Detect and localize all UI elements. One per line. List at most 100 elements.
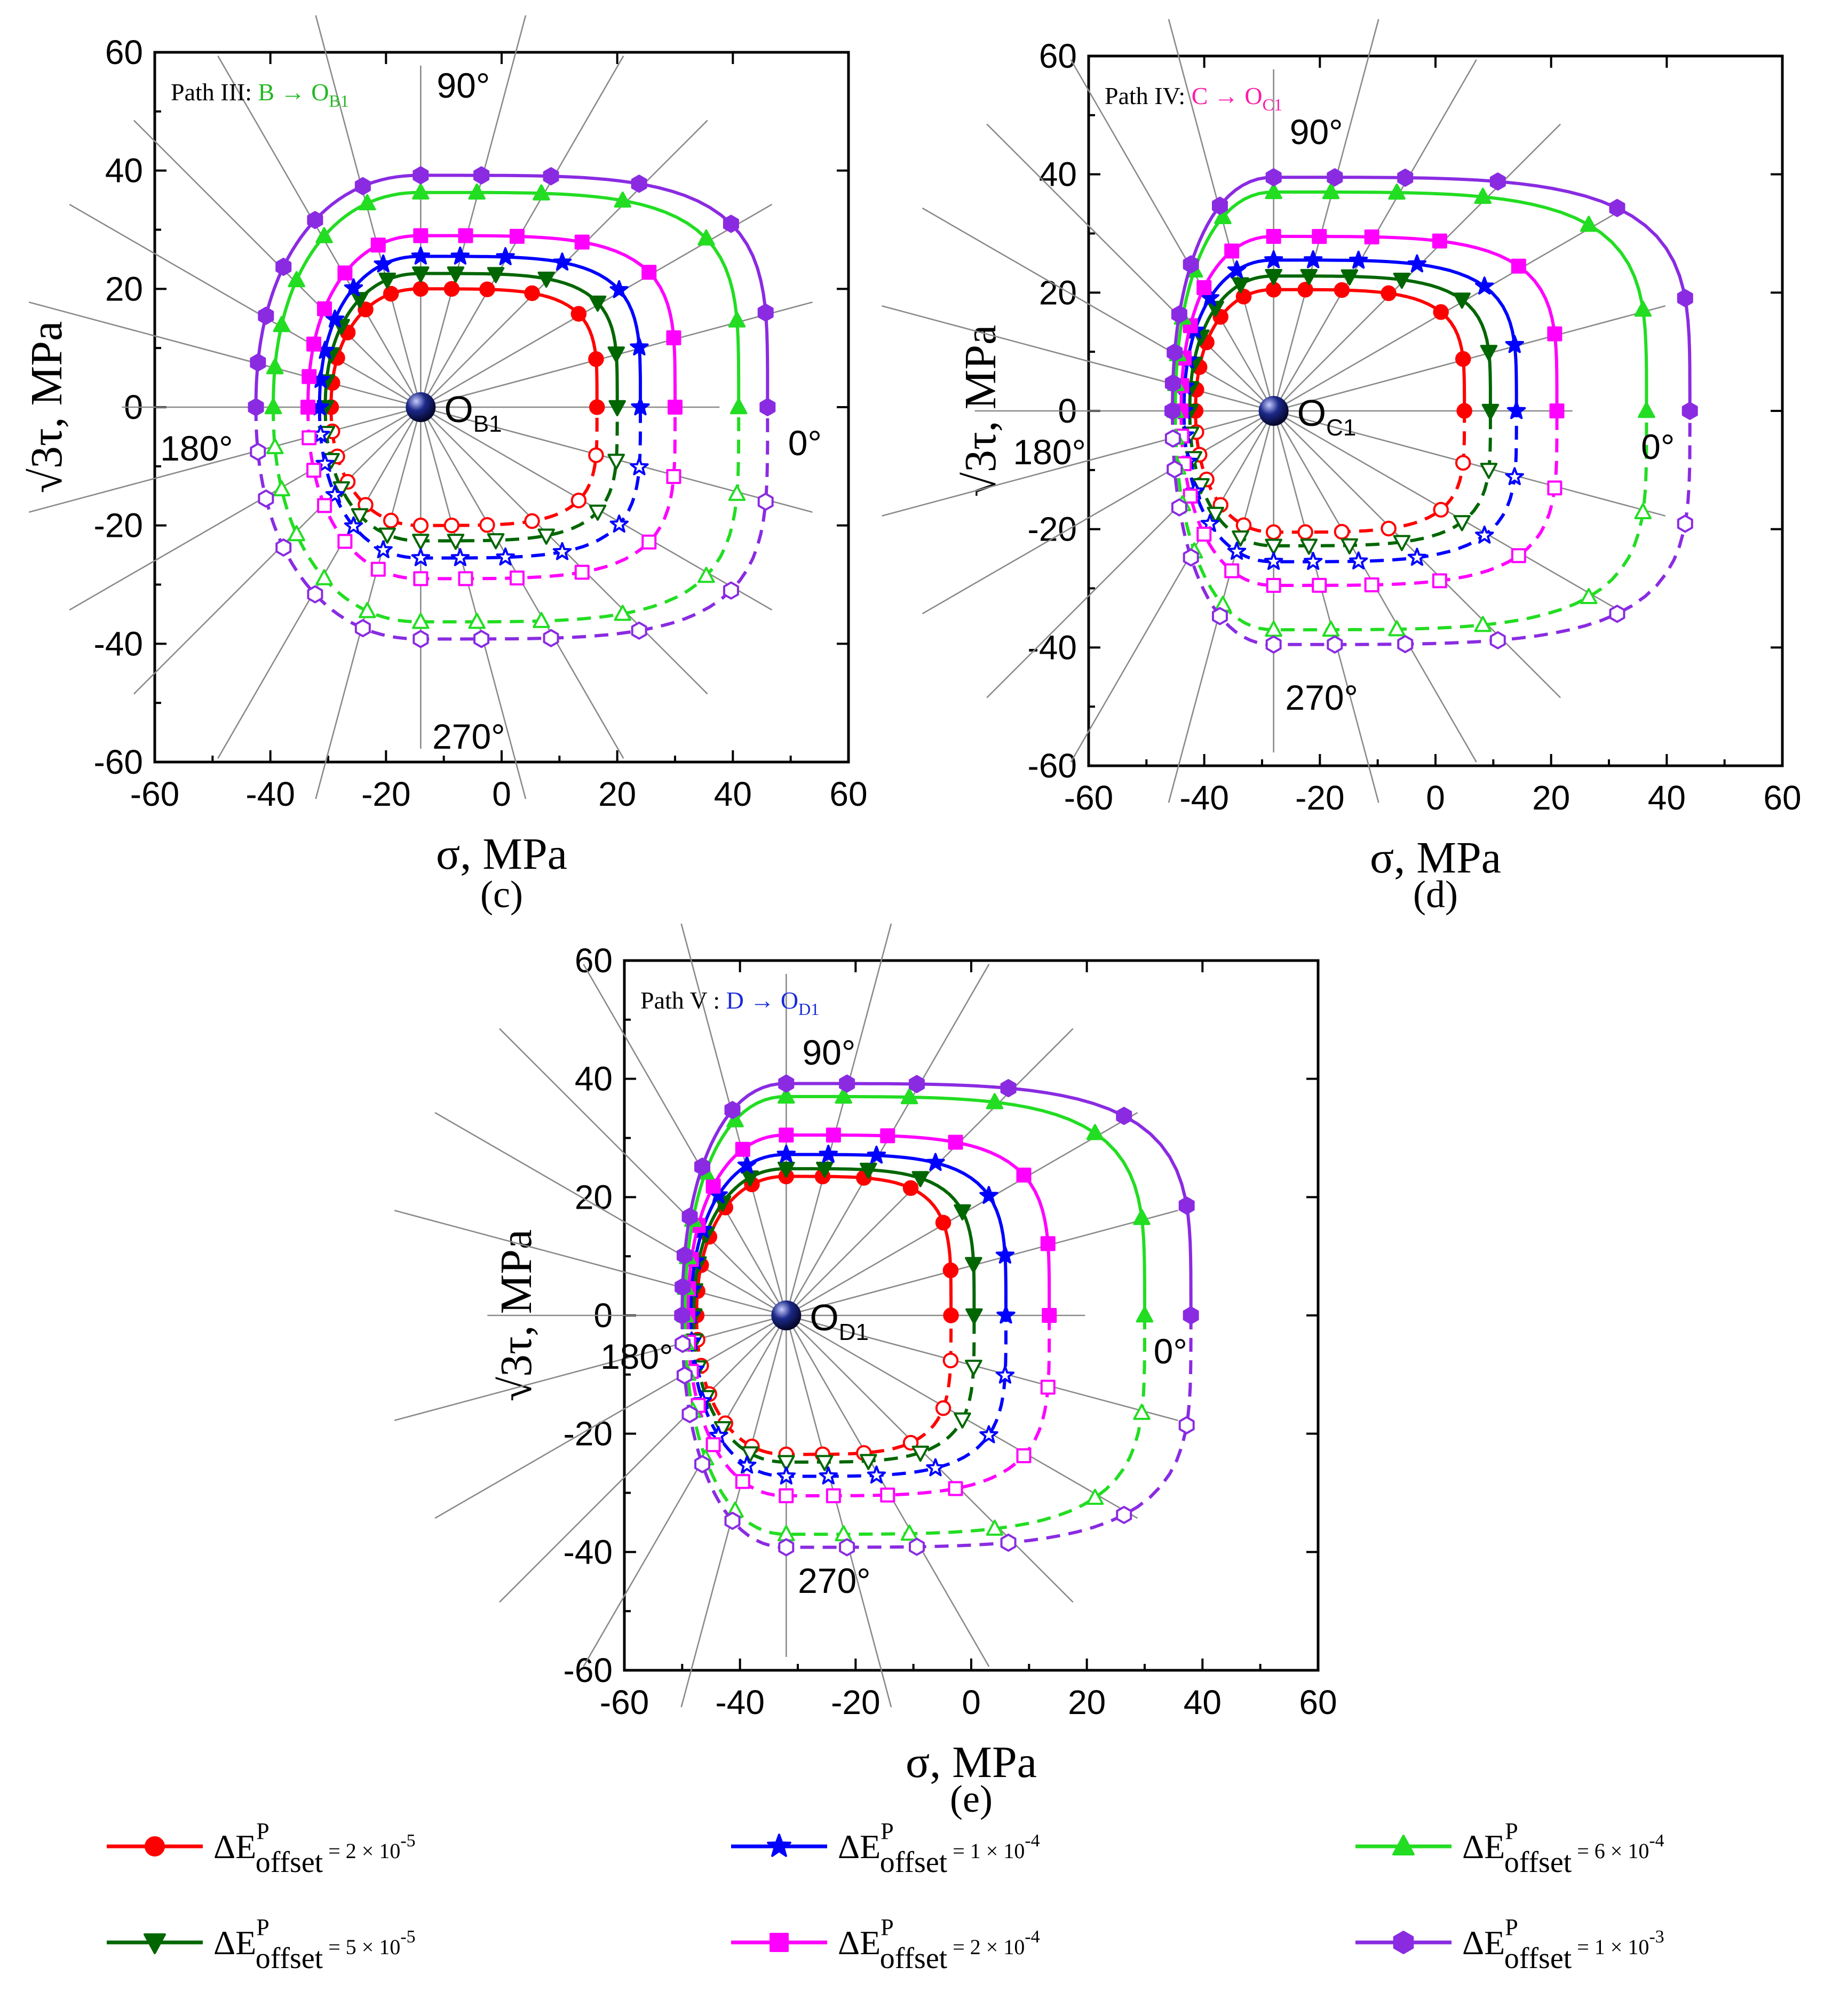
x-tick-label: 0 (492, 775, 511, 813)
angle-label-90: 90° (802, 1033, 855, 1072)
legend-sup: P (1505, 1818, 1518, 1844)
path-label: Path III: B → OB1 (171, 78, 349, 110)
data-point-open (354, 619, 371, 638)
data-point-filled (835, 1087, 852, 1104)
x-tick-label: -60 (600, 1683, 649, 1722)
angle-label-0: 0° (1641, 427, 1675, 466)
data-point-filled (266, 358, 284, 375)
data-point-open (839, 1538, 855, 1557)
data-point-filled (948, 1135, 963, 1150)
data-point-filled (413, 281, 429, 297)
data-point-filled (1136, 1306, 1154, 1323)
data-point-filled (258, 306, 274, 325)
data-point-filled (880, 1128, 895, 1144)
x-axis-title: σ, MPa (436, 829, 567, 879)
data-point-filled (724, 1101, 741, 1120)
data-point-filled (911, 1171, 930, 1187)
data-point-filled (1489, 172, 1506, 191)
legend-value: = 2 × 10 (947, 1935, 1025, 1959)
data-point-filled (1312, 229, 1327, 244)
data-point-open (412, 534, 430, 550)
data-point-filled (735, 1141, 750, 1157)
data-point-filled (779, 1127, 794, 1143)
x-tick-label: 20 (598, 775, 636, 813)
data-point-open (1235, 517, 1252, 533)
data-point-open (776, 1466, 796, 1485)
data-point-filled (370, 237, 386, 253)
y-tick-label: -60 (1028, 747, 1077, 785)
angle-ray (499, 1028, 787, 1316)
data-point-open (1432, 573, 1447, 589)
x-tick-label: 40 (1648, 779, 1686, 817)
x-tick-label: -40 (715, 1683, 765, 1722)
data-point-open (543, 629, 559, 647)
series-curve-loading (272, 191, 741, 407)
data-point-open (778, 1538, 795, 1557)
data-point-filled (1167, 343, 1183, 362)
data-point-filled (697, 229, 715, 246)
legend-sup: P (1505, 1914, 1518, 1940)
data-point-filled (264, 398, 282, 415)
data-point-open (779, 1488, 794, 1504)
data-point-filled (315, 227, 333, 243)
data-point-filled (1178, 1196, 1195, 1215)
y-tick-label: -20 (94, 506, 144, 545)
data-point-open (589, 504, 607, 521)
data-point-filled (317, 301, 332, 316)
data-point-filled (1341, 269, 1359, 286)
data-point-filled (1511, 258, 1526, 274)
legend-sub: offset (256, 1846, 323, 1879)
data-point-open (1183, 548, 1199, 567)
data-point-filled (630, 337, 649, 356)
data-point-open (1341, 538, 1359, 554)
legend-marker (145, 1836, 165, 1857)
data-point-open (1511, 548, 1526, 564)
legend-marker (1392, 1835, 1415, 1855)
data-point-open (609, 514, 629, 533)
x-tick-label: -20 (831, 1683, 881, 1722)
data-point-filled (1475, 276, 1494, 295)
data-point-filled (1580, 216, 1598, 232)
angle-ray (499, 1315, 787, 1603)
data-point-open (509, 570, 525, 586)
data-point-filled (1634, 300, 1652, 317)
data-point-filled (1322, 183, 1340, 200)
angle-ray (583, 964, 787, 1316)
data-point-open (344, 516, 363, 535)
data-point-open (995, 1365, 1015, 1384)
data-point-open (458, 571, 473, 586)
legend-sub: offset (256, 1942, 323, 1975)
data-point-filled (1638, 402, 1655, 418)
series-curve-loading (318, 255, 642, 407)
data-point-filled (1480, 345, 1498, 361)
data-point-filled (705, 1178, 721, 1194)
data-point-open (1634, 503, 1652, 519)
data-point-open (413, 630, 429, 648)
data-point-open (250, 442, 266, 461)
data-point-filled (325, 310, 345, 328)
data-point-filled (413, 228, 429, 243)
data-point-filled (902, 1180, 919, 1196)
data-point-filled (337, 265, 353, 281)
legend-exp: -5 (400, 1831, 415, 1851)
data-point-open (443, 517, 460, 534)
x-tick-label: 20 (1068, 1683, 1106, 1722)
data-point-filled (1086, 1124, 1104, 1140)
data-point-filled (300, 400, 316, 415)
data-point-filled (681, 1207, 698, 1226)
data-point-filled (487, 267, 505, 283)
data-point-filled (1456, 403, 1472, 419)
angle-ray (28, 406, 421, 513)
data-point-open (819, 1466, 838, 1485)
data-point-filled (248, 398, 264, 416)
angle-ray (786, 1315, 892, 1708)
data-point-filled (1327, 168, 1343, 187)
angle-ray (786, 1315, 1074, 1603)
data-point-filled (1474, 187, 1492, 204)
data-point-filled (926, 1153, 945, 1171)
data-point-filled (574, 234, 590, 250)
angle-label-0: 0° (788, 423, 822, 463)
angle-ray (786, 1314, 1178, 1421)
data-point-filled (759, 398, 776, 416)
data-point-filled (778, 1087, 795, 1104)
